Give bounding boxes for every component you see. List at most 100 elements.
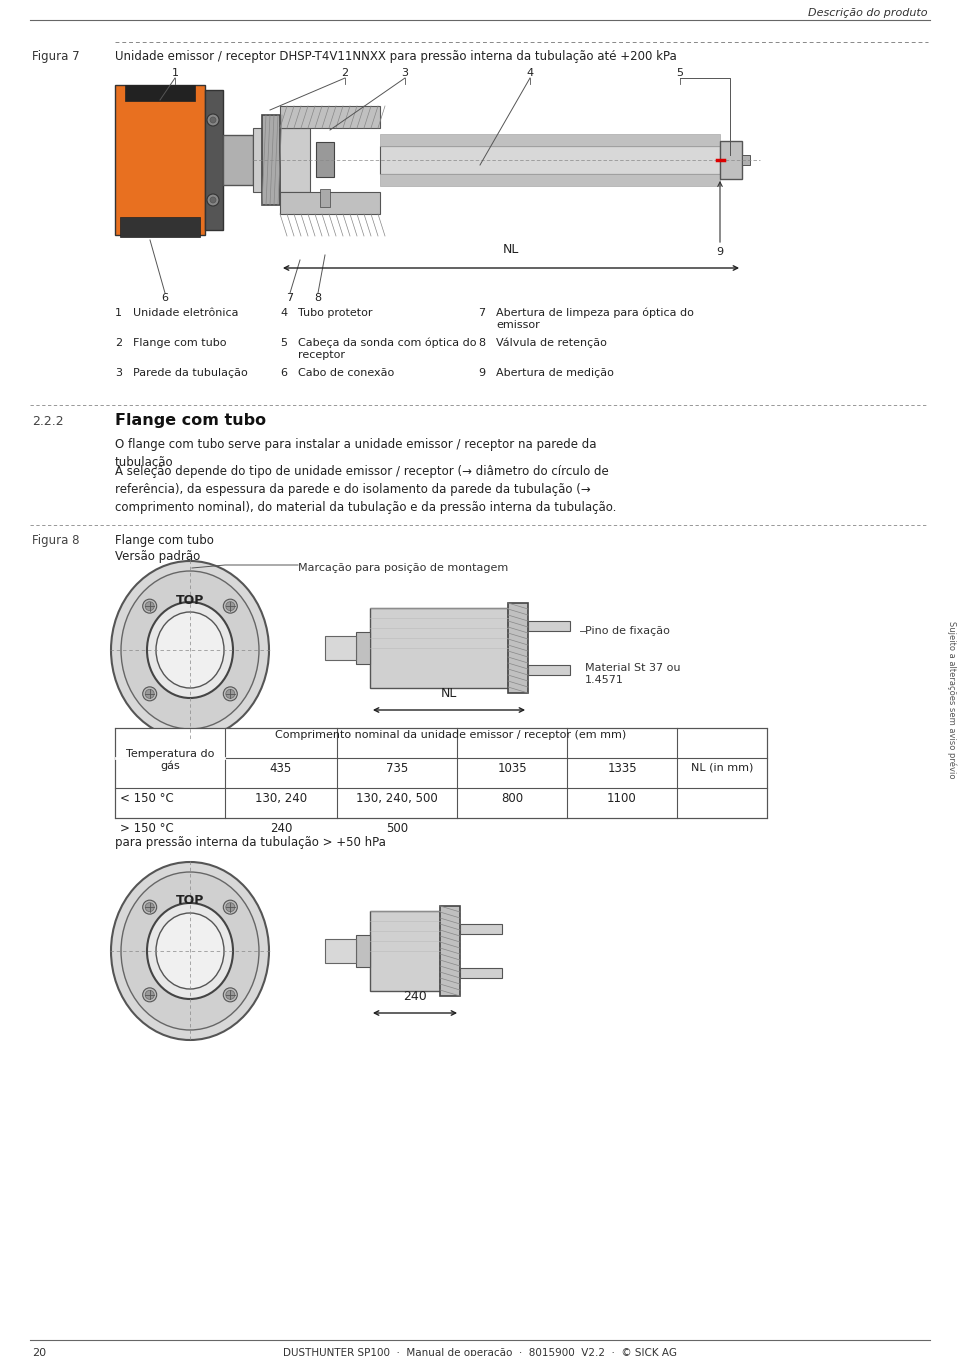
Bar: [115, 728, 767, 818]
Ellipse shape: [145, 990, 155, 999]
Bar: [380, 174, 720, 186]
Text: Marcação para posição de montagem: Marcação para posição de montagem: [298, 563, 508, 574]
Text: Sujeito a alterações sem aviso prévio: Sujeito a alterações sem aviso prévio: [948, 621, 957, 778]
Text: NL: NL: [503, 243, 519, 256]
Text: Flange com tubo: Flange com tubo: [133, 338, 227, 348]
Text: Abertura de medição: Abertura de medição: [496, 367, 613, 378]
Bar: [528, 664, 570, 675]
Text: 5: 5: [280, 338, 287, 348]
Ellipse shape: [143, 599, 156, 613]
Text: 4: 4: [526, 68, 534, 79]
Text: 240: 240: [403, 990, 427, 1003]
Bar: [316, 142, 334, 178]
Text: 130, 240: 130, 240: [255, 792, 307, 805]
Text: A seleção depende do tipo de unidade emissor / receptor (→ diâmetro do círculo d: A seleção depende do tipo de unidade emi…: [115, 465, 616, 514]
Text: 1035: 1035: [497, 762, 527, 776]
Bar: [380, 146, 720, 174]
Ellipse shape: [224, 687, 237, 701]
Ellipse shape: [226, 903, 235, 911]
Text: 4: 4: [280, 308, 287, 319]
Bar: [370, 607, 508, 687]
Circle shape: [210, 197, 216, 203]
Text: 7: 7: [286, 293, 294, 302]
Text: 130, 240, 500: 130, 240, 500: [356, 792, 438, 805]
Bar: [325, 938, 356, 963]
Text: TOP: TOP: [176, 594, 204, 606]
Ellipse shape: [143, 987, 156, 1002]
Text: Figura 8: Figura 8: [32, 534, 80, 546]
Text: 3: 3: [115, 367, 122, 378]
Text: 6: 6: [161, 293, 169, 302]
Ellipse shape: [143, 687, 156, 701]
Ellipse shape: [111, 561, 269, 739]
Ellipse shape: [121, 571, 259, 730]
Text: 8: 8: [315, 293, 322, 302]
Ellipse shape: [147, 602, 233, 698]
Bar: [262, 115, 280, 205]
Ellipse shape: [226, 602, 235, 610]
Ellipse shape: [224, 900, 237, 914]
Bar: [742, 155, 750, 165]
Bar: [356, 632, 370, 664]
Text: 9: 9: [478, 367, 485, 378]
Circle shape: [207, 194, 219, 206]
Bar: [720, 141, 742, 179]
Text: Abertura de limpeza para óptica do
emissor: Abertura de limpeza para óptica do emiss…: [496, 308, 694, 330]
Text: DUSTHUNTER SP100  ·  Manual de operação  ·  8015900  V2.2  ·  © SICK AG: DUSTHUNTER SP100 · Manual de operação · …: [283, 1348, 677, 1356]
Text: 240: 240: [270, 822, 292, 835]
Text: 1: 1: [172, 68, 179, 79]
Bar: [370, 911, 440, 991]
Bar: [460, 968, 502, 978]
Bar: [280, 193, 380, 214]
Text: 2: 2: [342, 68, 348, 79]
Text: 800: 800: [501, 792, 523, 805]
Text: NL: NL: [441, 687, 457, 700]
Bar: [320, 188, 330, 207]
Text: 1: 1: [115, 308, 122, 319]
Ellipse shape: [143, 900, 156, 914]
Text: 1335: 1335: [607, 762, 636, 776]
Text: Parede da tubulação: Parede da tubulação: [133, 367, 248, 378]
Ellipse shape: [226, 689, 235, 698]
Bar: [356, 936, 370, 967]
Text: Cabeça da sonda com óptica do
receptor: Cabeça da sonda com óptica do receptor: [298, 338, 476, 361]
Text: 1100: 1100: [607, 792, 636, 805]
Text: NL (in mm): NL (in mm): [691, 762, 754, 772]
Ellipse shape: [226, 990, 235, 999]
Text: Válvula de retenção: Válvula de retenção: [496, 338, 607, 348]
Ellipse shape: [145, 602, 155, 610]
Bar: [120, 217, 200, 237]
Text: Temperatura do
gás: Temperatura do gás: [126, 749, 214, 772]
Text: 6: 6: [280, 367, 287, 378]
Text: Flange com tubo: Flange com tubo: [115, 414, 266, 428]
Ellipse shape: [111, 862, 269, 1040]
Text: O flange com tubo serve para instalar a unidade emissor / receptor na parede da
: O flange com tubo serve para instalar a …: [115, 438, 596, 469]
Bar: [528, 621, 570, 631]
Text: 5: 5: [677, 68, 684, 79]
Bar: [280, 106, 380, 127]
Text: Flange com tubo: Flange com tubo: [115, 534, 214, 546]
Text: 20: 20: [32, 1348, 46, 1356]
Text: 7: 7: [478, 308, 485, 319]
Text: 3: 3: [401, 68, 409, 79]
Text: > 150 °C: > 150 °C: [120, 822, 174, 835]
Bar: [325, 636, 356, 660]
Text: 2.2.2: 2.2.2: [32, 415, 63, 428]
Bar: [253, 127, 310, 193]
Ellipse shape: [156, 612, 224, 687]
Ellipse shape: [147, 903, 233, 999]
Bar: [460, 923, 502, 934]
Ellipse shape: [121, 872, 259, 1031]
Ellipse shape: [224, 987, 237, 1002]
Text: 435: 435: [270, 762, 292, 776]
Text: Unidade emissor / receptor DHSP-T4V11NNXX para pressão interna da tubulação até : Unidade emissor / receptor DHSP-T4V11NNX…: [115, 50, 677, 62]
Bar: [440, 906, 460, 997]
Text: Tubo protetor: Tubo protetor: [298, 308, 372, 319]
Text: 2: 2: [115, 338, 122, 348]
Circle shape: [207, 114, 219, 126]
Text: Figura 7: Figura 7: [32, 50, 80, 62]
Text: Cabo de conexão: Cabo de conexão: [298, 367, 395, 378]
Bar: [223, 136, 253, 184]
Text: 735: 735: [386, 762, 408, 776]
Bar: [115, 85, 205, 235]
